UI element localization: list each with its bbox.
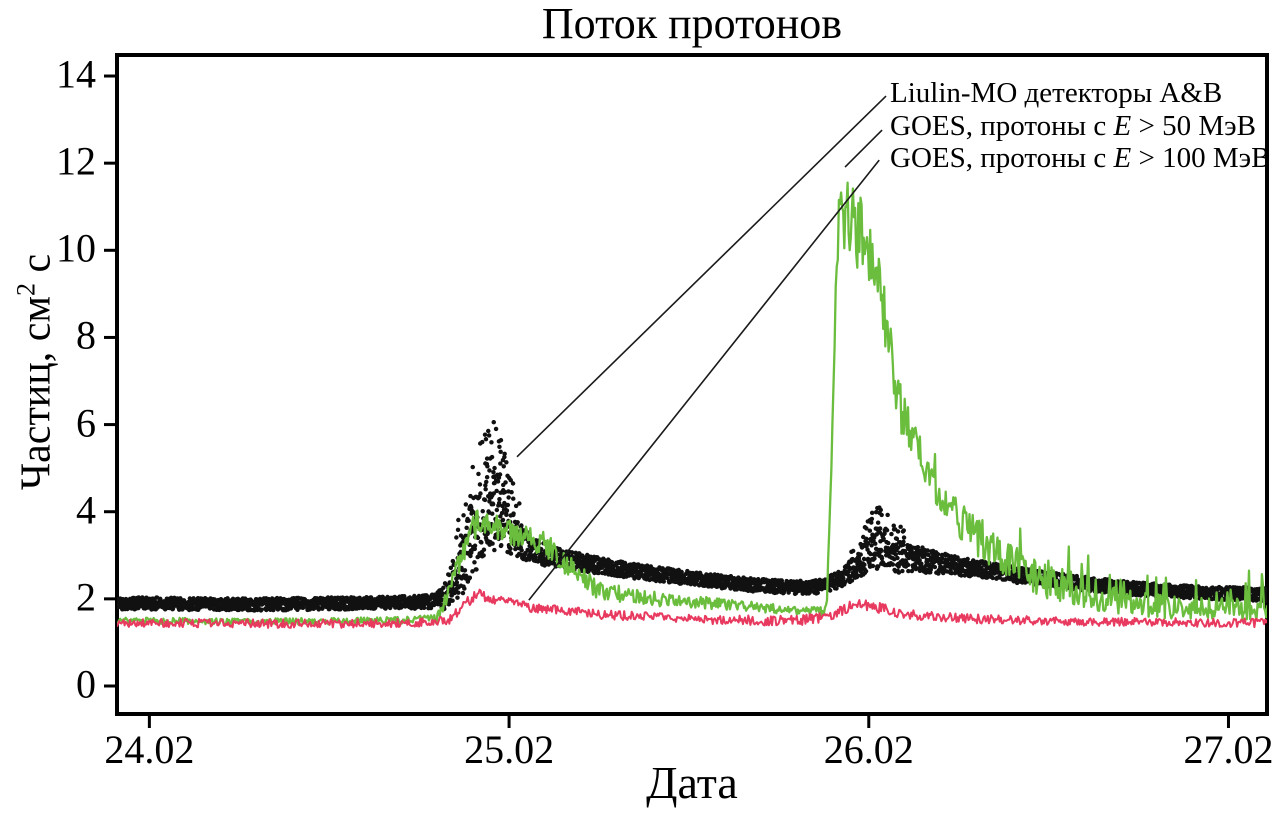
legend-entry-goes100-energy: E	[1113, 142, 1132, 174]
y-axis-label-unit: с	[13, 253, 60, 284]
y-tick-2: 2	[76, 574, 96, 620]
y-tick-12: 12	[56, 138, 96, 184]
plot-frame	[115, 53, 1269, 716]
legend-entry-goes100-suffix: > 100 МэВ	[1131, 142, 1271, 174]
y-tick-6: 6	[76, 400, 96, 446]
legend-leader-line-0	[516, 95, 887, 458]
legend-entry-goes50-text: GOES, протоны с	[890, 110, 1114, 142]
y-tick-10: 10	[56, 225, 96, 271]
series-goes100-line	[117, 588, 1267, 629]
x-tick-27-02: 27.02	[1183, 727, 1274, 772]
y-tick-4: 4	[76, 487, 96, 533]
series-group	[117, 181, 1267, 629]
legend-entry-goes100-text: GOES, протоны с	[890, 142, 1114, 174]
y-axis-label-sup: 2	[11, 283, 41, 297]
legend-entry-liulin: Liulin-MO детекторы A&B	[890, 78, 1222, 108]
x-axis-label: Дата	[646, 757, 738, 808]
legend-entry-liulin-text: Liulin-MO детекторы A&B	[890, 77, 1223, 109]
legend-entry-goes100: GOES, протоны с E > 100 МэВ	[890, 143, 1270, 173]
x-tick-25-02: 25.02	[464, 727, 555, 772]
y-axis-label: Частиц, см2 с	[12, 254, 61, 490]
y-tick-14: 14	[56, 51, 96, 97]
x-tick-26-02: 26.02	[823, 727, 914, 772]
y-tick-0: 0	[76, 661, 96, 707]
legend-entry-goes50: GOES, протоны с E > 50 МэВ	[890, 111, 1256, 141]
x-tick-24-02: 24.02	[104, 727, 195, 772]
y-axis-label-text: Частиц, см	[13, 296, 60, 491]
legend-entry-goes50-suffix: > 50 МэВ	[1131, 110, 1256, 142]
chart-title: Поток протонов	[541, 0, 843, 48]
legend-leader-line-2	[528, 159, 880, 601]
legend-entry-goes50-energy: E	[1113, 110, 1132, 142]
legend-leader-line-1	[844, 129, 883, 168]
series-goes50-line	[117, 181, 1267, 626]
y-tick-8: 8	[76, 313, 96, 359]
